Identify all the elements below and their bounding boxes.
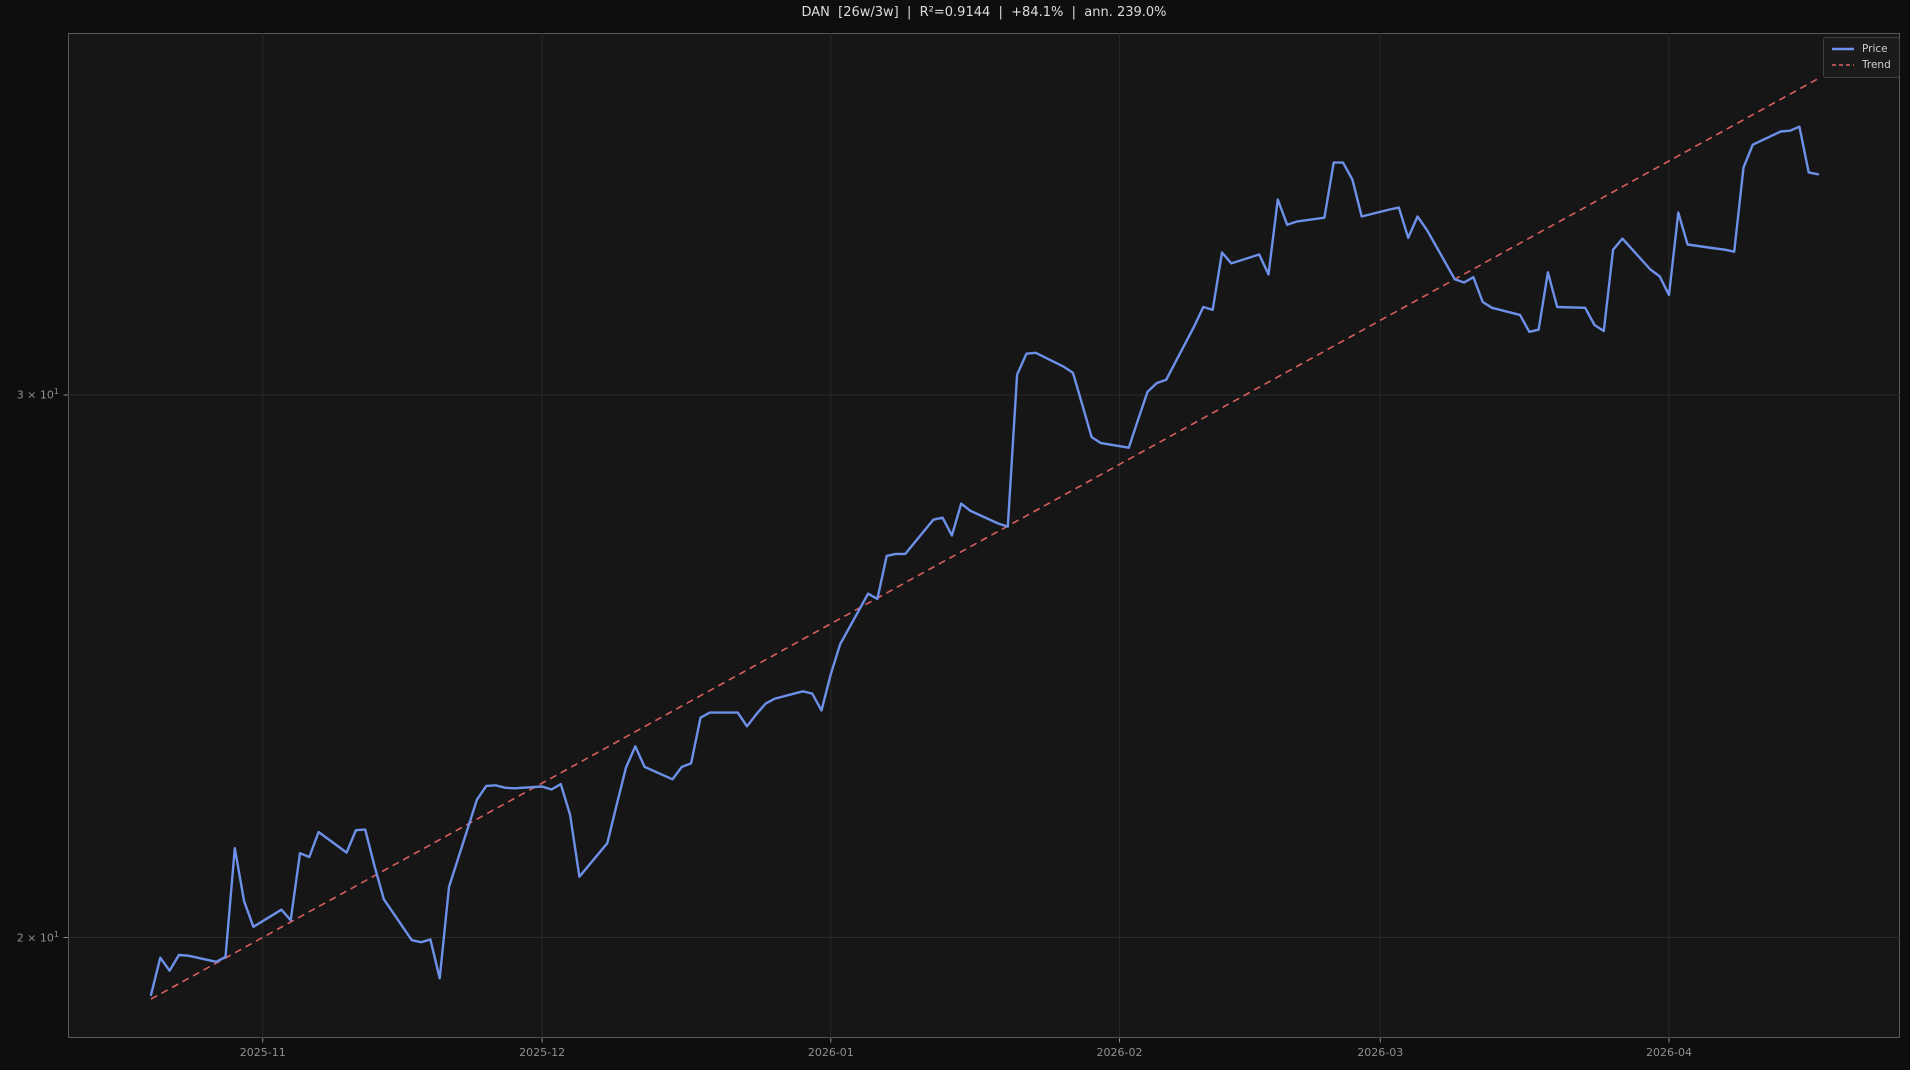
- x-tick-label: 2025-12: [519, 1046, 566, 1059]
- y-tick-label: 2 × 101: [16, 929, 59, 945]
- x-tick-label: 2026-04: [1646, 1046, 1692, 1059]
- legend: Price Trend: [1823, 37, 1900, 78]
- legend-item-price: Price: [1831, 42, 1891, 56]
- legend-price-label: Price: [1862, 43, 1888, 55]
- legend-item-trend: Trend: [1831, 58, 1891, 72]
- chart-title: DAN [26w/3w] | R²=0.9144 | +84.1% | ann.…: [801, 5, 1167, 20]
- x-tick-label: 2026-02: [1096, 1046, 1143, 1059]
- trend-line: [150, 77, 1819, 1000]
- x-tick-label: 2025-11: [239, 1046, 286, 1059]
- y-tick-label: 3 × 101: [16, 386, 59, 402]
- legend-price-line-sample: [1832, 47, 1854, 51]
- legend-trend-label: Trend: [1862, 59, 1891, 71]
- x-tick-label: 2026-01: [807, 1046, 854, 1059]
- plot-area: [68, 33, 1900, 1038]
- price-line: [149, 125, 1820, 997]
- x-tick-label: 2026-03: [1357, 1046, 1404, 1059]
- legend-trend-line-sample: [1832, 64, 1854, 66]
